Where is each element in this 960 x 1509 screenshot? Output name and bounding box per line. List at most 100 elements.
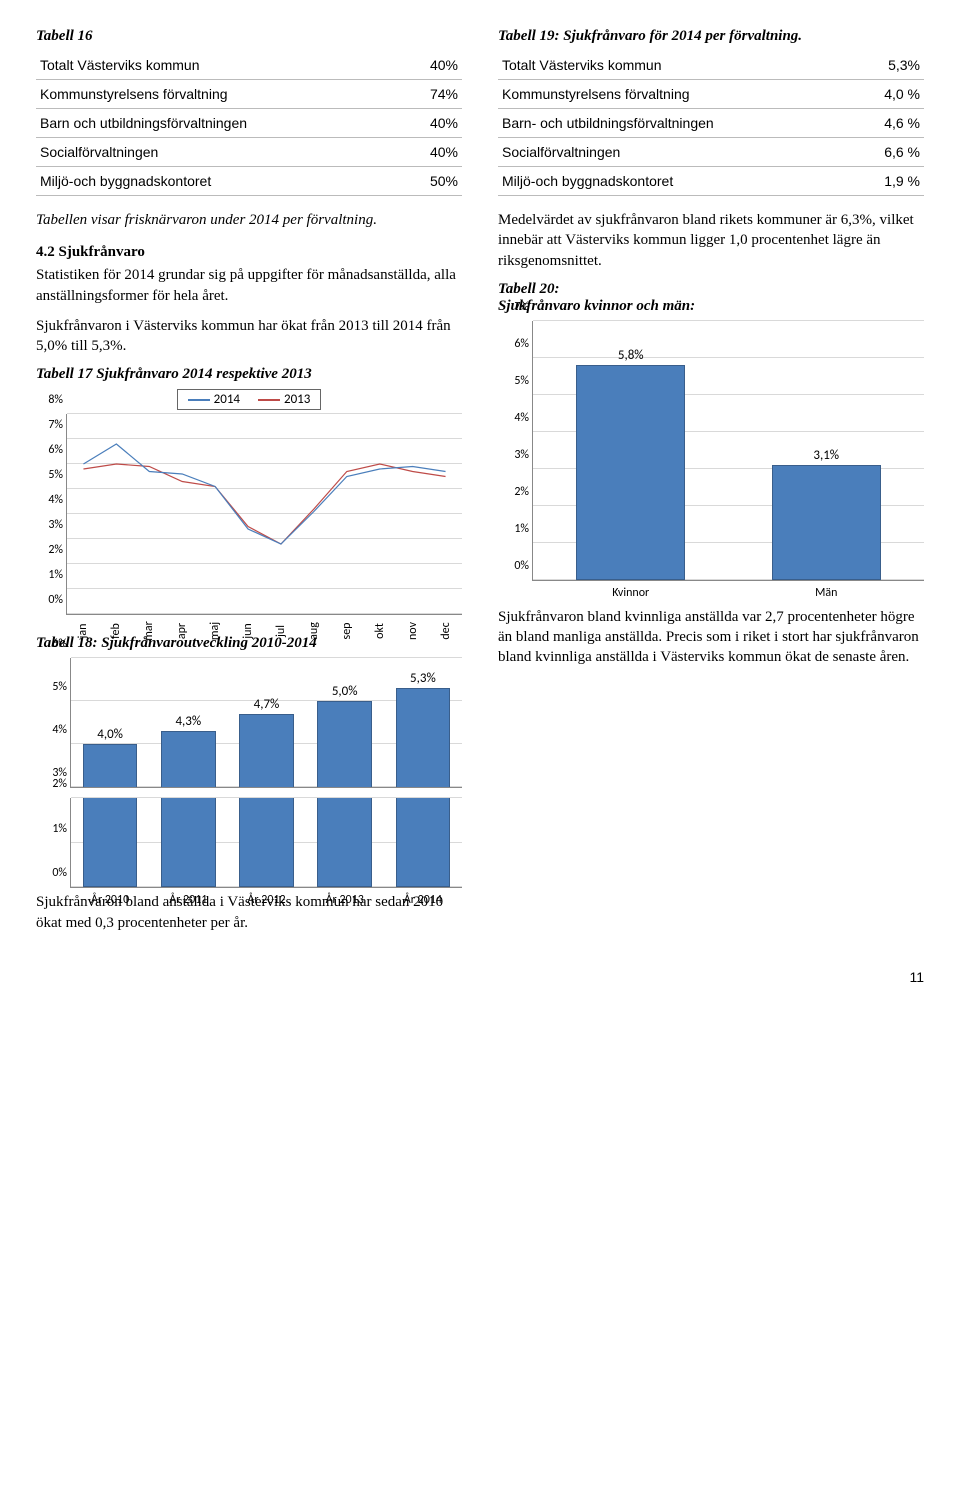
cell-label: Totalt Västerviks kommun — [498, 51, 853, 80]
sect42-heading: 4.2 Sjukfrånvaro — [36, 244, 462, 261]
x-axis-label: Män — [815, 586, 837, 600]
x-axis-label: År 2013 — [326, 893, 364, 907]
cell-value: 40% — [401, 51, 462, 80]
cell-label: Miljö-och byggnadskontoret — [498, 167, 853, 196]
bar — [317, 701, 372, 787]
cell-label: Socialförvaltningen — [36, 138, 401, 167]
right-column: Tabell 19: Sjukfrånvaro för 2014 per för… — [498, 28, 924, 888]
y-axis-label: 4% — [35, 723, 67, 737]
table-row: Socialförvaltningen6,6 % — [498, 138, 924, 167]
y-axis-label: 0% — [35, 866, 67, 880]
x-axis-label: Kvinnor — [612, 586, 649, 600]
y-axis-label: 7% — [497, 300, 529, 314]
y-axis-label: 0% — [497, 559, 529, 573]
tabell16-title: Tabell 16 — [36, 28, 462, 45]
bar-value-label: 3,1% — [813, 448, 839, 463]
bar — [396, 798, 451, 887]
y-axis-label: 1% — [497, 522, 529, 536]
cell-value: 40% — [401, 109, 462, 138]
table-row: Totalt Västerviks kommun40% — [36, 51, 462, 80]
cell-label: Kommunstyrelsens förvaltning — [498, 80, 853, 109]
left-column: Tabell 16 Totalt Västerviks kommun40%Kom… — [36, 28, 462, 888]
bar — [83, 798, 138, 887]
cell-label: Socialförvaltningen — [498, 138, 853, 167]
tabell20-chart: 0%1%2%3%4%5%6%7%5,8%Kvinnor3,1%Män — [498, 321, 924, 581]
y-axis-label: 2% — [35, 543, 63, 557]
y-axis-label: 8% — [35, 393, 63, 407]
table-row: Miljö-och byggnadskontoret1,9 % — [498, 167, 924, 196]
x-axis-label: maj — [208, 622, 222, 640]
tabell20-title-l1: Tabell 20: — [498, 281, 924, 298]
cell-value: 4,6 % — [853, 109, 924, 138]
x-axis-label: År 2014 — [404, 893, 442, 907]
cell-value: 5,3% — [853, 51, 924, 80]
table-row: Totalt Västerviks kommun5,3% — [498, 51, 924, 80]
x-axis-label: aug — [307, 622, 321, 640]
y-axis-label: 6% — [35, 443, 63, 457]
x-axis-label: sep — [340, 623, 354, 640]
y-axis-label: 3% — [497, 448, 529, 462]
x-axis-label: okt — [373, 623, 387, 639]
table-row: Kommunstyrelsens förvaltning4,0 % — [498, 80, 924, 109]
bar — [772, 465, 881, 580]
y-axis-label: 1% — [35, 822, 67, 836]
tabell17-title: Tabell 17 Sjukfrånvaro 2014 respektive 2… — [36, 366, 462, 383]
table-row: Barn och utbildningsförvaltningen40% — [36, 109, 462, 138]
tabell16: Totalt Västerviks kommun40%Kommunstyrels… — [36, 51, 462, 196]
table-row: Socialförvaltningen40% — [36, 138, 462, 167]
bar — [83, 744, 138, 787]
cell-value: 1,9 % — [853, 167, 924, 196]
bar-value-label: 5,8% — [618, 348, 644, 363]
y-axis-label: 6% — [35, 637, 67, 651]
bar — [396, 688, 451, 787]
x-axis-label: feb — [109, 623, 123, 639]
x-axis-label: jan — [76, 624, 90, 639]
x-axis-label: dec — [439, 623, 453, 640]
cell-label: Totalt Västerviks kommun — [36, 51, 401, 80]
tabell16-note: Tabellen visar frisknärvaron under 2014 … — [36, 210, 462, 230]
bar — [161, 731, 216, 787]
cell-label: Barn och utbildningsförvaltningen — [36, 109, 401, 138]
x-axis-label: mar — [142, 621, 156, 641]
y-axis-label: 4% — [35, 493, 63, 507]
cell-value: 74% — [401, 80, 462, 109]
sect42-p1: Statistiken för 2014 grundar sig på uppg… — [36, 265, 462, 306]
x-axis-label: År 2011 — [169, 893, 207, 907]
bar — [161, 798, 216, 887]
table-row: Miljö-och byggnadskontoret50% — [36, 167, 462, 196]
x-axis-label: jul — [274, 625, 288, 637]
tabell19-title: Tabell 19: Sjukfrånvaro för 2014 per för… — [498, 28, 924, 45]
x-axis-label: nov — [406, 622, 420, 640]
y-axis-label: 6% — [497, 337, 529, 351]
legend-label-2013: 2013 — [284, 392, 310, 407]
bar-value-label: 4,3% — [175, 714, 201, 729]
tabell18-chart: 3%4%5%6%4,0%4,3%4,7%5,0%5,3% 0%1%2%År 20… — [36, 658, 462, 888]
y-axis-label: 3% — [35, 518, 63, 532]
y-axis-label: 5% — [497, 374, 529, 388]
table-row: Barn- och utbildningsförvaltningen4,6 % — [498, 109, 924, 138]
tabell19: Totalt Västerviks kommun5,3%Kommunstyrel… — [498, 51, 924, 196]
bar-value-label: 4,0% — [97, 727, 123, 742]
bar-value-label: 5,0% — [332, 684, 358, 699]
legend-item-2013: 2013 — [258, 392, 310, 407]
x-axis-label: apr — [175, 623, 189, 639]
y-axis-label: 5% — [35, 468, 63, 482]
cell-label: Kommunstyrelsens förvaltning — [36, 80, 401, 109]
legend-item-2014: 2014 — [188, 392, 240, 407]
cell-value: 40% — [401, 138, 462, 167]
cell-label: Miljö-och byggnadskontoret — [36, 167, 401, 196]
cell-label: Barn- och utbildningsförvaltningen — [498, 109, 853, 138]
tabell17-chart: 2014 2013 0%1%2%3%4%5%6%7%8%janfebmarapr… — [36, 389, 462, 615]
bar-value-label: 5,3% — [410, 671, 436, 686]
table-row: Kommunstyrelsens förvaltning74% — [36, 80, 462, 109]
y-axis-label: 2% — [35, 777, 67, 791]
x-axis-label: År 2012 — [247, 893, 285, 907]
cell-value: 50% — [401, 167, 462, 196]
cell-value: 6,6 % — [853, 138, 924, 167]
bar — [576, 365, 685, 580]
tabell20-title-l2: Sjukfrånvaro kvinnor och män: — [498, 298, 924, 315]
y-axis-label: 2% — [497, 485, 529, 499]
y-axis-label: 5% — [35, 680, 67, 694]
para-medel: Medelvärdet av sjukfrånvaron bland riket… — [498, 210, 924, 271]
bar — [239, 798, 294, 887]
